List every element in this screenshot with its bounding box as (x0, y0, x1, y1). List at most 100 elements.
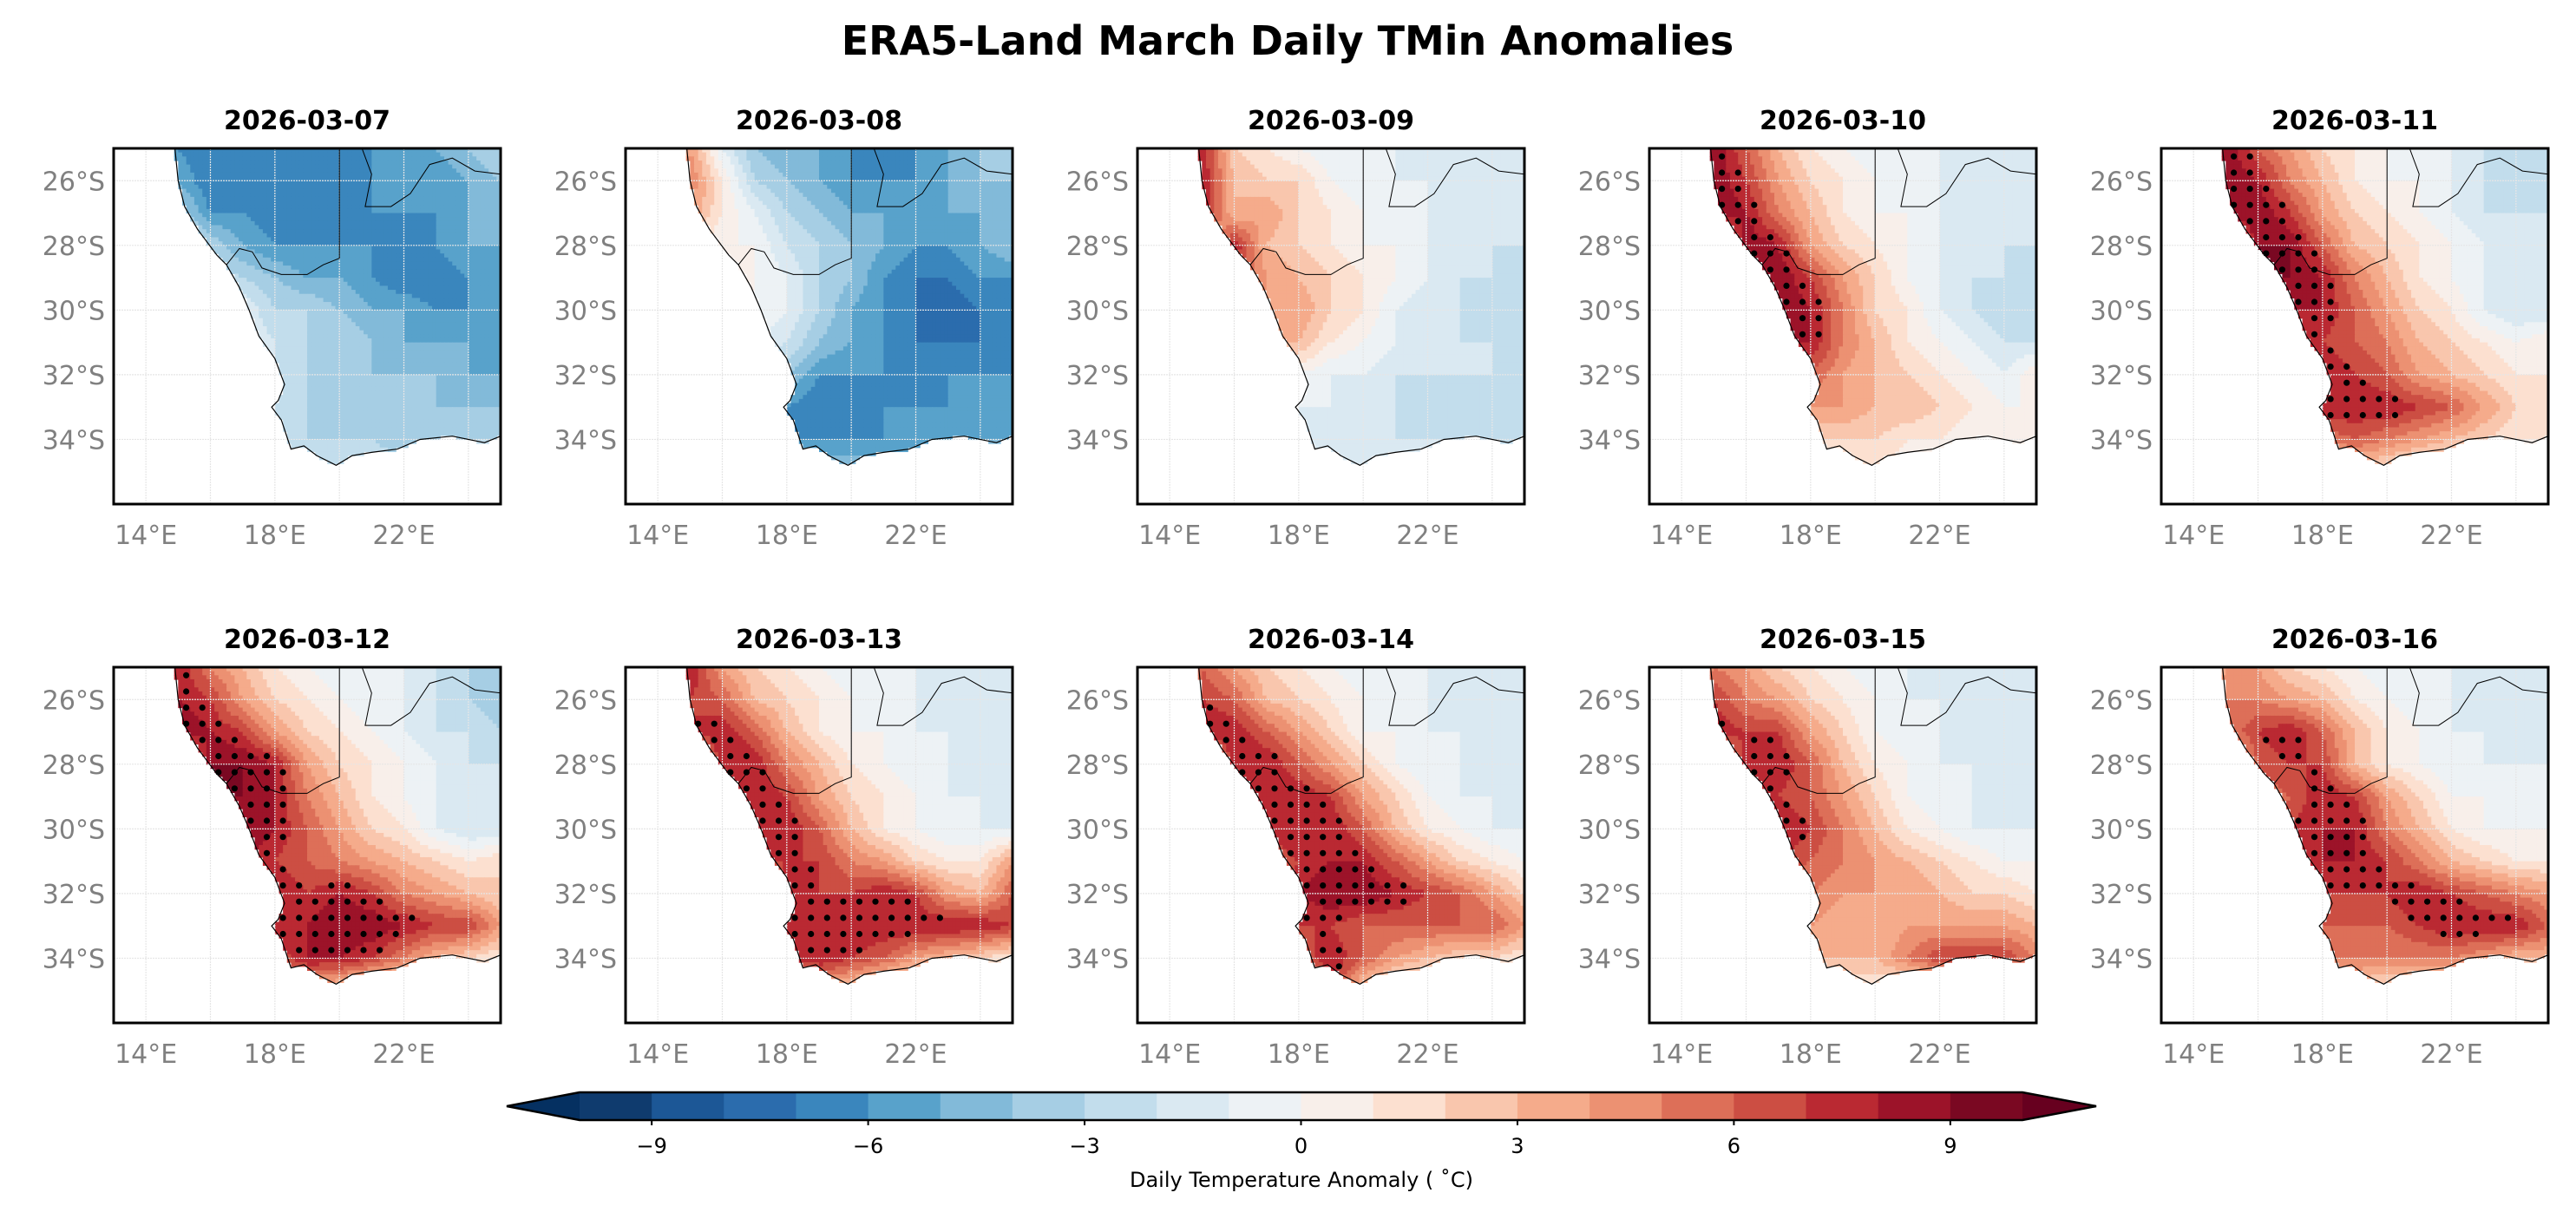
anomaly-cell (323, 281, 328, 287)
anomaly-cell (359, 447, 364, 453)
anomaly-cell (371, 245, 377, 251)
anomaly-cell (359, 383, 364, 388)
anomaly-cell (452, 326, 457, 331)
anomaly-cell (484, 205, 489, 210)
anomaly-cell (423, 354, 429, 359)
anomaly-cell (480, 152, 486, 157)
anomaly-cell (239, 220, 244, 226)
anomaly-cell (770, 148, 776, 154)
anomaly-cell (484, 200, 489, 206)
anomaly-cell (375, 265, 381, 271)
anomaly-cell (488, 273, 494, 279)
anomaly-cell (283, 200, 288, 206)
anomaly-cell (420, 220, 425, 226)
anomaly-cell (367, 193, 372, 198)
anomaly-cell (355, 395, 360, 400)
anomaly-cell (408, 423, 413, 429)
anomaly-cell (295, 213, 300, 218)
anomaly-cell (967, 148, 973, 154)
anomaly-cell (371, 342, 377, 347)
anomaly-cell (448, 378, 453, 383)
anomaly-cell (303, 322, 308, 327)
anomaly-cell (291, 305, 296, 311)
anomaly-cell (443, 354, 449, 359)
anomaly-cell (367, 172, 372, 178)
anomaly-cell (464, 350, 469, 356)
anomaly-cell (464, 241, 469, 246)
anomaly-cell (186, 160, 191, 166)
anomaly-cell (423, 220, 429, 226)
anomaly-cell (391, 200, 397, 206)
anomaly-cell (315, 383, 320, 388)
anomaly-cell (367, 410, 372, 416)
anomaly-cell (367, 152, 372, 157)
anomaly-cell (411, 200, 417, 206)
anomaly-cell (226, 245, 232, 251)
anomaly-cell (335, 390, 340, 396)
anomaly-cell (448, 168, 453, 174)
anomaly-cell (408, 395, 413, 400)
anomaly-cell (496, 196, 501, 202)
anomaly-cell (492, 261, 497, 266)
anomaly-cell (295, 164, 300, 169)
anomaly-cell (351, 386, 357, 392)
anomaly-cell (295, 366, 300, 371)
anomaly-cell (242, 184, 247, 190)
anomaly-cell (488, 415, 494, 420)
anomaly-cell (396, 253, 401, 259)
anomaly-cell (291, 217, 296, 222)
anomaly-cell (318, 447, 324, 453)
anomaly-cell (339, 423, 344, 429)
anomaly-cell (443, 205, 449, 210)
anomaly-cell (291, 410, 296, 416)
anomaly-cell (259, 241, 264, 246)
anomaly-cell (246, 293, 252, 298)
anomaly-cell (423, 431, 429, 436)
anomaly-cell (343, 427, 349, 432)
anomaly-cell (327, 334, 332, 339)
anomaly-cell (266, 233, 272, 239)
anomaly-cell (254, 213, 259, 218)
anomaly-cell (420, 415, 425, 420)
anomaly-cell (496, 310, 501, 315)
anomaly-cell (359, 386, 364, 392)
anomaly-field (174, 148, 501, 465)
anomaly-cell (339, 346, 344, 351)
anomaly-cell (403, 148, 409, 154)
anomaly-cell (436, 205, 441, 210)
anomaly-cell (399, 269, 405, 275)
anomaly-cell (283, 398, 288, 404)
anomaly-cell (222, 257, 227, 263)
anomaly-cell (262, 261, 268, 266)
anomaly-cell (283, 265, 288, 271)
anomaly-cell (436, 326, 441, 331)
anomaly-cell (351, 208, 357, 214)
anomaly-cell (279, 156, 284, 161)
anomaly-cell (355, 383, 360, 388)
anomaly-cell (327, 265, 332, 271)
anomaly-cell (359, 326, 364, 331)
anomaly-cell (315, 285, 320, 291)
anomaly-cell (379, 374, 384, 380)
anomaly-cell (416, 220, 421, 226)
anomaly-cell (311, 273, 316, 279)
anomaly-cell (303, 265, 308, 271)
anomaly-cell (186, 168, 191, 174)
anomaly-cell (327, 285, 332, 291)
anomaly-cell (291, 322, 296, 327)
anomaly-cell (456, 407, 462, 412)
anomaly-cell (351, 278, 357, 283)
anomaly-cell (383, 253, 389, 259)
anomaly-cell (279, 180, 284, 186)
anomaly-cell (323, 265, 328, 271)
anomaly-cell (286, 374, 292, 380)
anomaly-cell (202, 233, 207, 239)
anomaly-cell (339, 447, 344, 453)
panel-title: 2026-03-08 (736, 106, 902, 136)
anomaly-cell (423, 172, 429, 178)
anomaly-cell (423, 410, 429, 416)
anomaly-cell (250, 285, 256, 291)
anomaly-cell (456, 265, 462, 271)
anomaly-cell (311, 229, 316, 234)
anomaly-cell (387, 390, 393, 396)
